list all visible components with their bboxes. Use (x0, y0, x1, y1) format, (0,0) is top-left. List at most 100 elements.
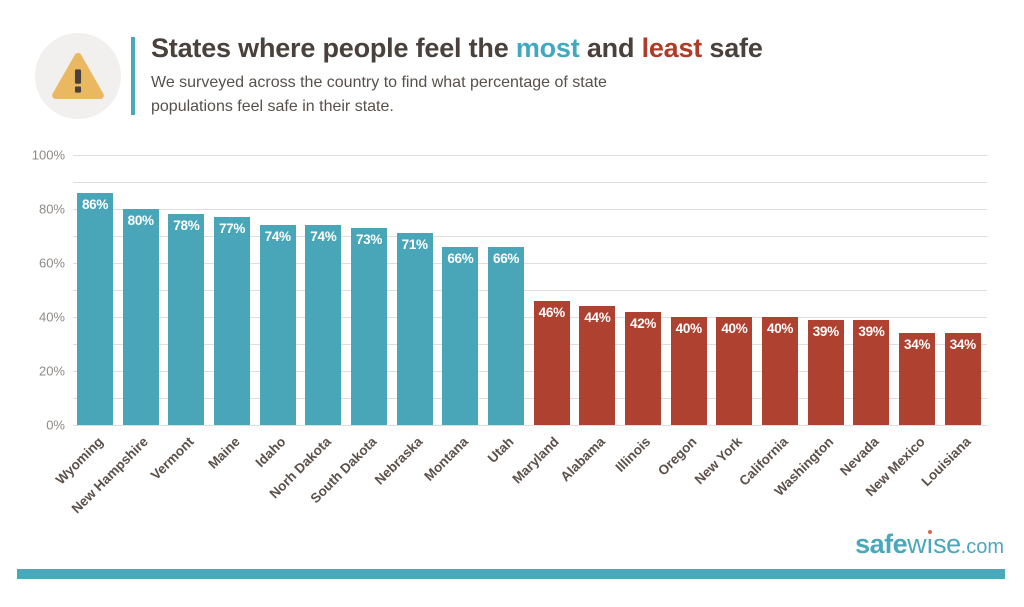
bar-value-label: 74% (310, 229, 337, 245)
x-axis-state-label: Montana (421, 434, 471, 484)
bar: 46% (533, 300, 570, 425)
bar: 86% (77, 192, 113, 425)
logo-i-dot (927, 530, 932, 534)
bar-column: 77% Maine (205, 155, 251, 472)
gridline (73, 263, 987, 264)
bar-column: 46% Maryland (510, 155, 570, 487)
title-block: States where people feel the most and le… (151, 33, 763, 119)
x-axis-state-label: Alabama (557, 434, 608, 485)
bar-value-label: 39% (812, 323, 839, 339)
page-subtitle: We surveyed across the country to find w… (151, 74, 607, 116)
gridline (73, 236, 987, 237)
x-axis-state-label: Oregon (654, 434, 700, 479)
title-mid: and (579, 33, 642, 63)
gridline (73, 317, 987, 318)
title-accent-divider (131, 37, 135, 115)
bar-value-label: 39% (858, 323, 885, 339)
bar: 40% (670, 317, 707, 425)
logo-com-text: .com (960, 536, 1004, 558)
bar-column: 42% Illinois (613, 155, 662, 475)
bar-value-label: 73% (355, 231, 383, 247)
gridline (73, 344, 987, 345)
bar: 42% (625, 311, 662, 425)
bar: 71% (396, 233, 433, 425)
gridline (73, 425, 987, 426)
bar-value-label: 34% (904, 337, 931, 353)
bar: 74% (305, 225, 342, 425)
bar-column: 66% Utah (485, 155, 525, 466)
bar-value-label: 71% (401, 237, 428, 253)
bar-value-label: 66% (492, 250, 520, 266)
y-tick-label: 80% (38, 201, 65, 217)
bar-column: 74% Idaho (252, 155, 296, 470)
bar-value-label: 40% (721, 321, 748, 336)
y-tick-label: 60% (38, 255, 65, 271)
bar-series: 86% Wyoming 80% New Hampshire 78% Vermont 77% M… (52, 155, 987, 516)
bar: 78% (168, 214, 205, 425)
bar-column: 78% Vermont (148, 155, 205, 483)
bar: 34% (944, 333, 981, 425)
bar-column: 39% Washington (771, 155, 844, 499)
bar-value-label: 74% (264, 229, 291, 245)
x-axis-state-label: Nebraska (371, 434, 426, 488)
gridline (73, 155, 987, 156)
logo-wise-text: wı se (907, 529, 961, 559)
x-axis-state-label: Vermont (148, 434, 197, 483)
bar-value-label: 78% (173, 218, 200, 234)
page-title: States where people feel the most and le… (151, 33, 763, 64)
bar: 74% (259, 225, 296, 425)
bar: 39% (807, 319, 844, 425)
bar-value-label: 46% (538, 304, 565, 320)
y-tick-label: 20% (38, 363, 65, 379)
warning-icon (35, 33, 121, 119)
bar-column: 71% Nebraska (372, 155, 433, 488)
bar: 40% (716, 317, 753, 425)
logo-i-with-red-dot: ı (926, 529, 934, 559)
bar-value-label: 40% (767, 321, 794, 336)
bar-value-label: 86% (81, 196, 109, 212)
bar-column: 40% New York (692, 155, 753, 487)
bar-column: 80% New Hampshire (69, 155, 159, 516)
title-least-highlight: least (641, 33, 703, 63)
bar-value-label: 40% (675, 321, 702, 336)
gridline (73, 290, 987, 291)
x-axis-state-label: Nevada (837, 434, 883, 479)
bar: 66% (442, 246, 479, 425)
bar-column: 74% Norh Dakota (267, 155, 342, 501)
title-suffix: safe (702, 33, 763, 63)
gridline (73, 398, 987, 399)
gridline (73, 371, 987, 372)
x-axis-state-label: Idaho (252, 434, 289, 471)
bar-value-label: 80% (127, 213, 154, 228)
bar: 44% (579, 306, 616, 425)
bar-column: 66% Montana (421, 155, 479, 484)
bar-column: 34% New Mexico (862, 155, 936, 499)
bar-value-label: 77% (218, 221, 246, 237)
bar-column: 40% California (736, 155, 799, 489)
bar-column: 40% Oregon (655, 155, 707, 479)
bar-column: 86% Wyoming (52, 155, 113, 487)
bar-value-label: 34% (949, 337, 976, 353)
y-tick-label: 40% (38, 309, 65, 325)
x-axis-state-label: Utah (484, 434, 517, 466)
bar: 34% (899, 333, 936, 425)
x-axis-state-label: Illinois (612, 434, 654, 475)
title-most-highlight: most (515, 33, 580, 63)
safewise-logo: safewı se.com (855, 529, 1004, 560)
bar-value-label: 44% (584, 310, 611, 326)
gridline (73, 209, 987, 210)
bar-value-label: 42% (630, 315, 657, 331)
bar-column: 73% South Dakota (308, 155, 388, 506)
gridline (73, 182, 987, 183)
bar-column: 34% Louisiana (918, 155, 981, 489)
y-tick-label: 0% (46, 417, 65, 433)
bar-value-label: 66% (447, 250, 474, 266)
warning-triangle-icon (52, 52, 104, 100)
title-prefix: States where people feel the (151, 33, 516, 63)
bar: 39% (853, 319, 890, 425)
bar: 80% (122, 209, 159, 425)
bar-column: 39% Nevada (837, 155, 890, 479)
bar: 73% (351, 227, 388, 425)
footer-accent-bar (17, 569, 1005, 579)
